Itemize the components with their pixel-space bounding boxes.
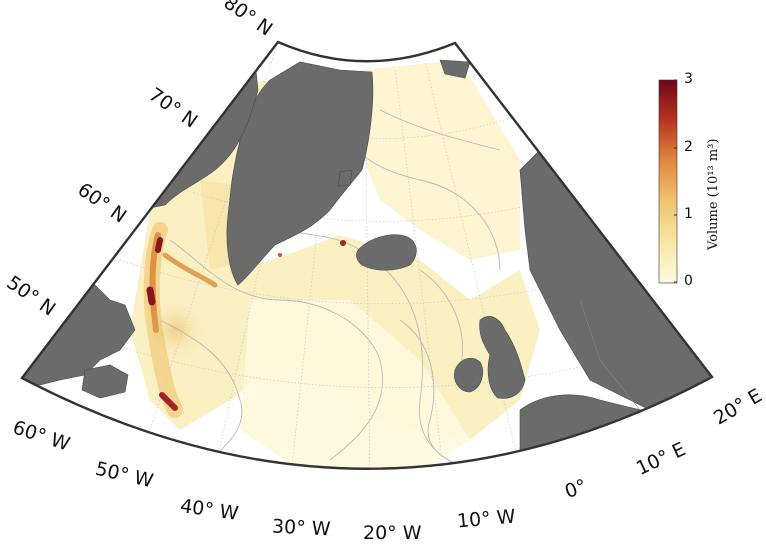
ireland bbox=[454, 357, 483, 393]
colorbar-tick-2: 2 bbox=[684, 139, 693, 155]
density-hotspots bbox=[143, 222, 346, 418]
lon-label-20w: 20° W bbox=[363, 522, 422, 544]
greenland bbox=[226, 61, 374, 286]
colorbar-tick-1: 1 bbox=[684, 206, 693, 222]
map-frame bbox=[20, 40, 714, 470]
iceland bbox=[356, 234, 417, 271]
colorbar-tick-3: 3 bbox=[684, 71, 693, 87]
colorbar-tick-0: 0 bbox=[684, 273, 693, 289]
lon-label-30w: 30° W bbox=[271, 515, 332, 541]
density-field bbox=[130, 80, 540, 440]
colorbar-title: Volume (10¹³ m³) bbox=[706, 138, 721, 250]
newfoundland bbox=[81, 364, 129, 399]
greenland-east-coast-islands bbox=[337, 169, 353, 187]
britain bbox=[479, 316, 526, 399]
svalbard bbox=[439, 59, 471, 79]
colorbar-gradient bbox=[658, 79, 678, 284]
europe bbox=[519, 394, 712, 469]
colorbar bbox=[658, 79, 678, 284]
